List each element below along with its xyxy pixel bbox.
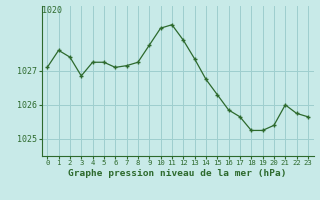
X-axis label: Graphe pression niveau de la mer (hPa): Graphe pression niveau de la mer (hPa) [68, 169, 287, 178]
Text: 1020: 1020 [42, 6, 61, 15]
